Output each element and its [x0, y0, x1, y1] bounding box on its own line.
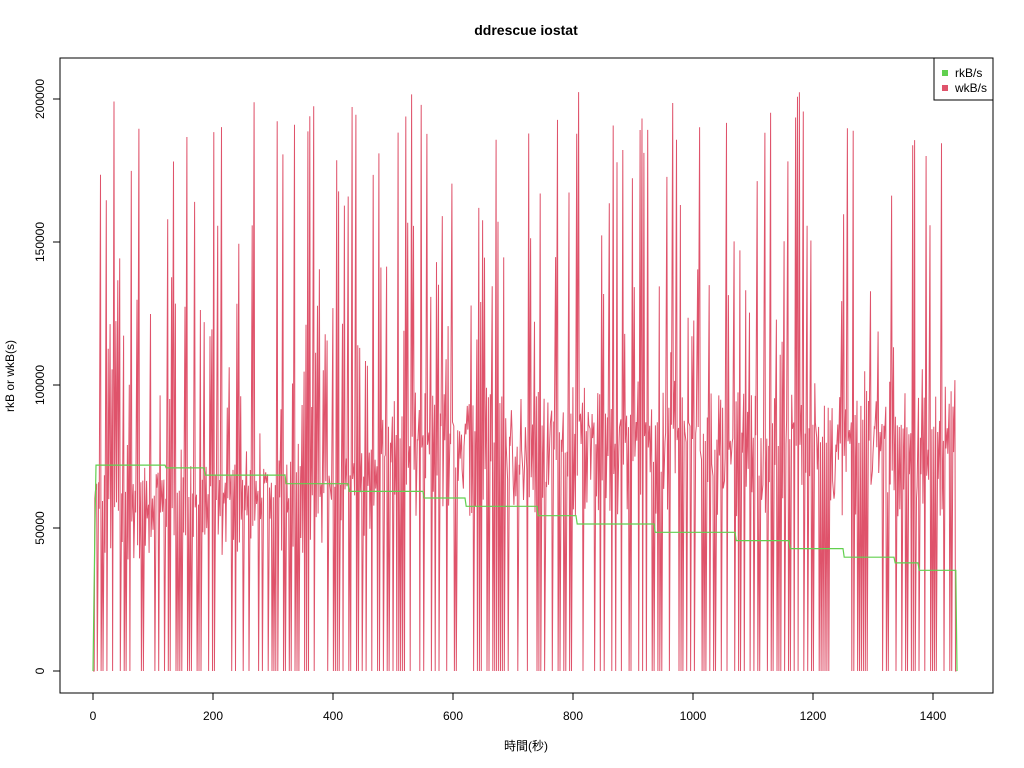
y-tick-label: 200000 [33, 79, 47, 119]
y-axis: 0 50000 100000 150000 200000 [33, 79, 61, 674]
series-line-rkb [92, 464, 958, 672]
x-tick-label: 1200 [800, 709, 827, 723]
series-layer [92, 92, 958, 672]
legend: rkB/s wkB/s [933, 57, 994, 101]
series-line-wkb [93, 92, 957, 672]
y-tick-label: 100000 [33, 365, 47, 405]
legend-label-wkb: wkB/s [954, 81, 987, 95]
x-tick-label: 600 [443, 709, 463, 723]
y-tick-label: 0 [33, 667, 47, 674]
x-tick-label: 200 [203, 709, 223, 723]
x-tick-label: 0 [90, 709, 97, 723]
x-tick-label: 800 [563, 709, 583, 723]
x-tick-label: 1400 [920, 709, 947, 723]
x-axis-label: 時間(秒) [504, 739, 548, 753]
x-tick-label: 1000 [680, 709, 707, 723]
legend-box [933, 57, 994, 101]
legend-swatch-wkb [942, 85, 948, 91]
y-tick-label: 150000 [33, 222, 47, 262]
x-tick-label: 400 [323, 709, 343, 723]
x-axis: 0 200 400 600 800 1000 1200 1400 [90, 692, 947, 723]
chart-title: ddrescue iostat [474, 22, 578, 38]
legend-label-rkb: rkB/s [955, 66, 982, 80]
legend-swatch-rkb [942, 70, 948, 76]
y-axis-label: rkB or wkB(s) [3, 340, 17, 412]
y-tick-label: 50000 [33, 511, 47, 545]
